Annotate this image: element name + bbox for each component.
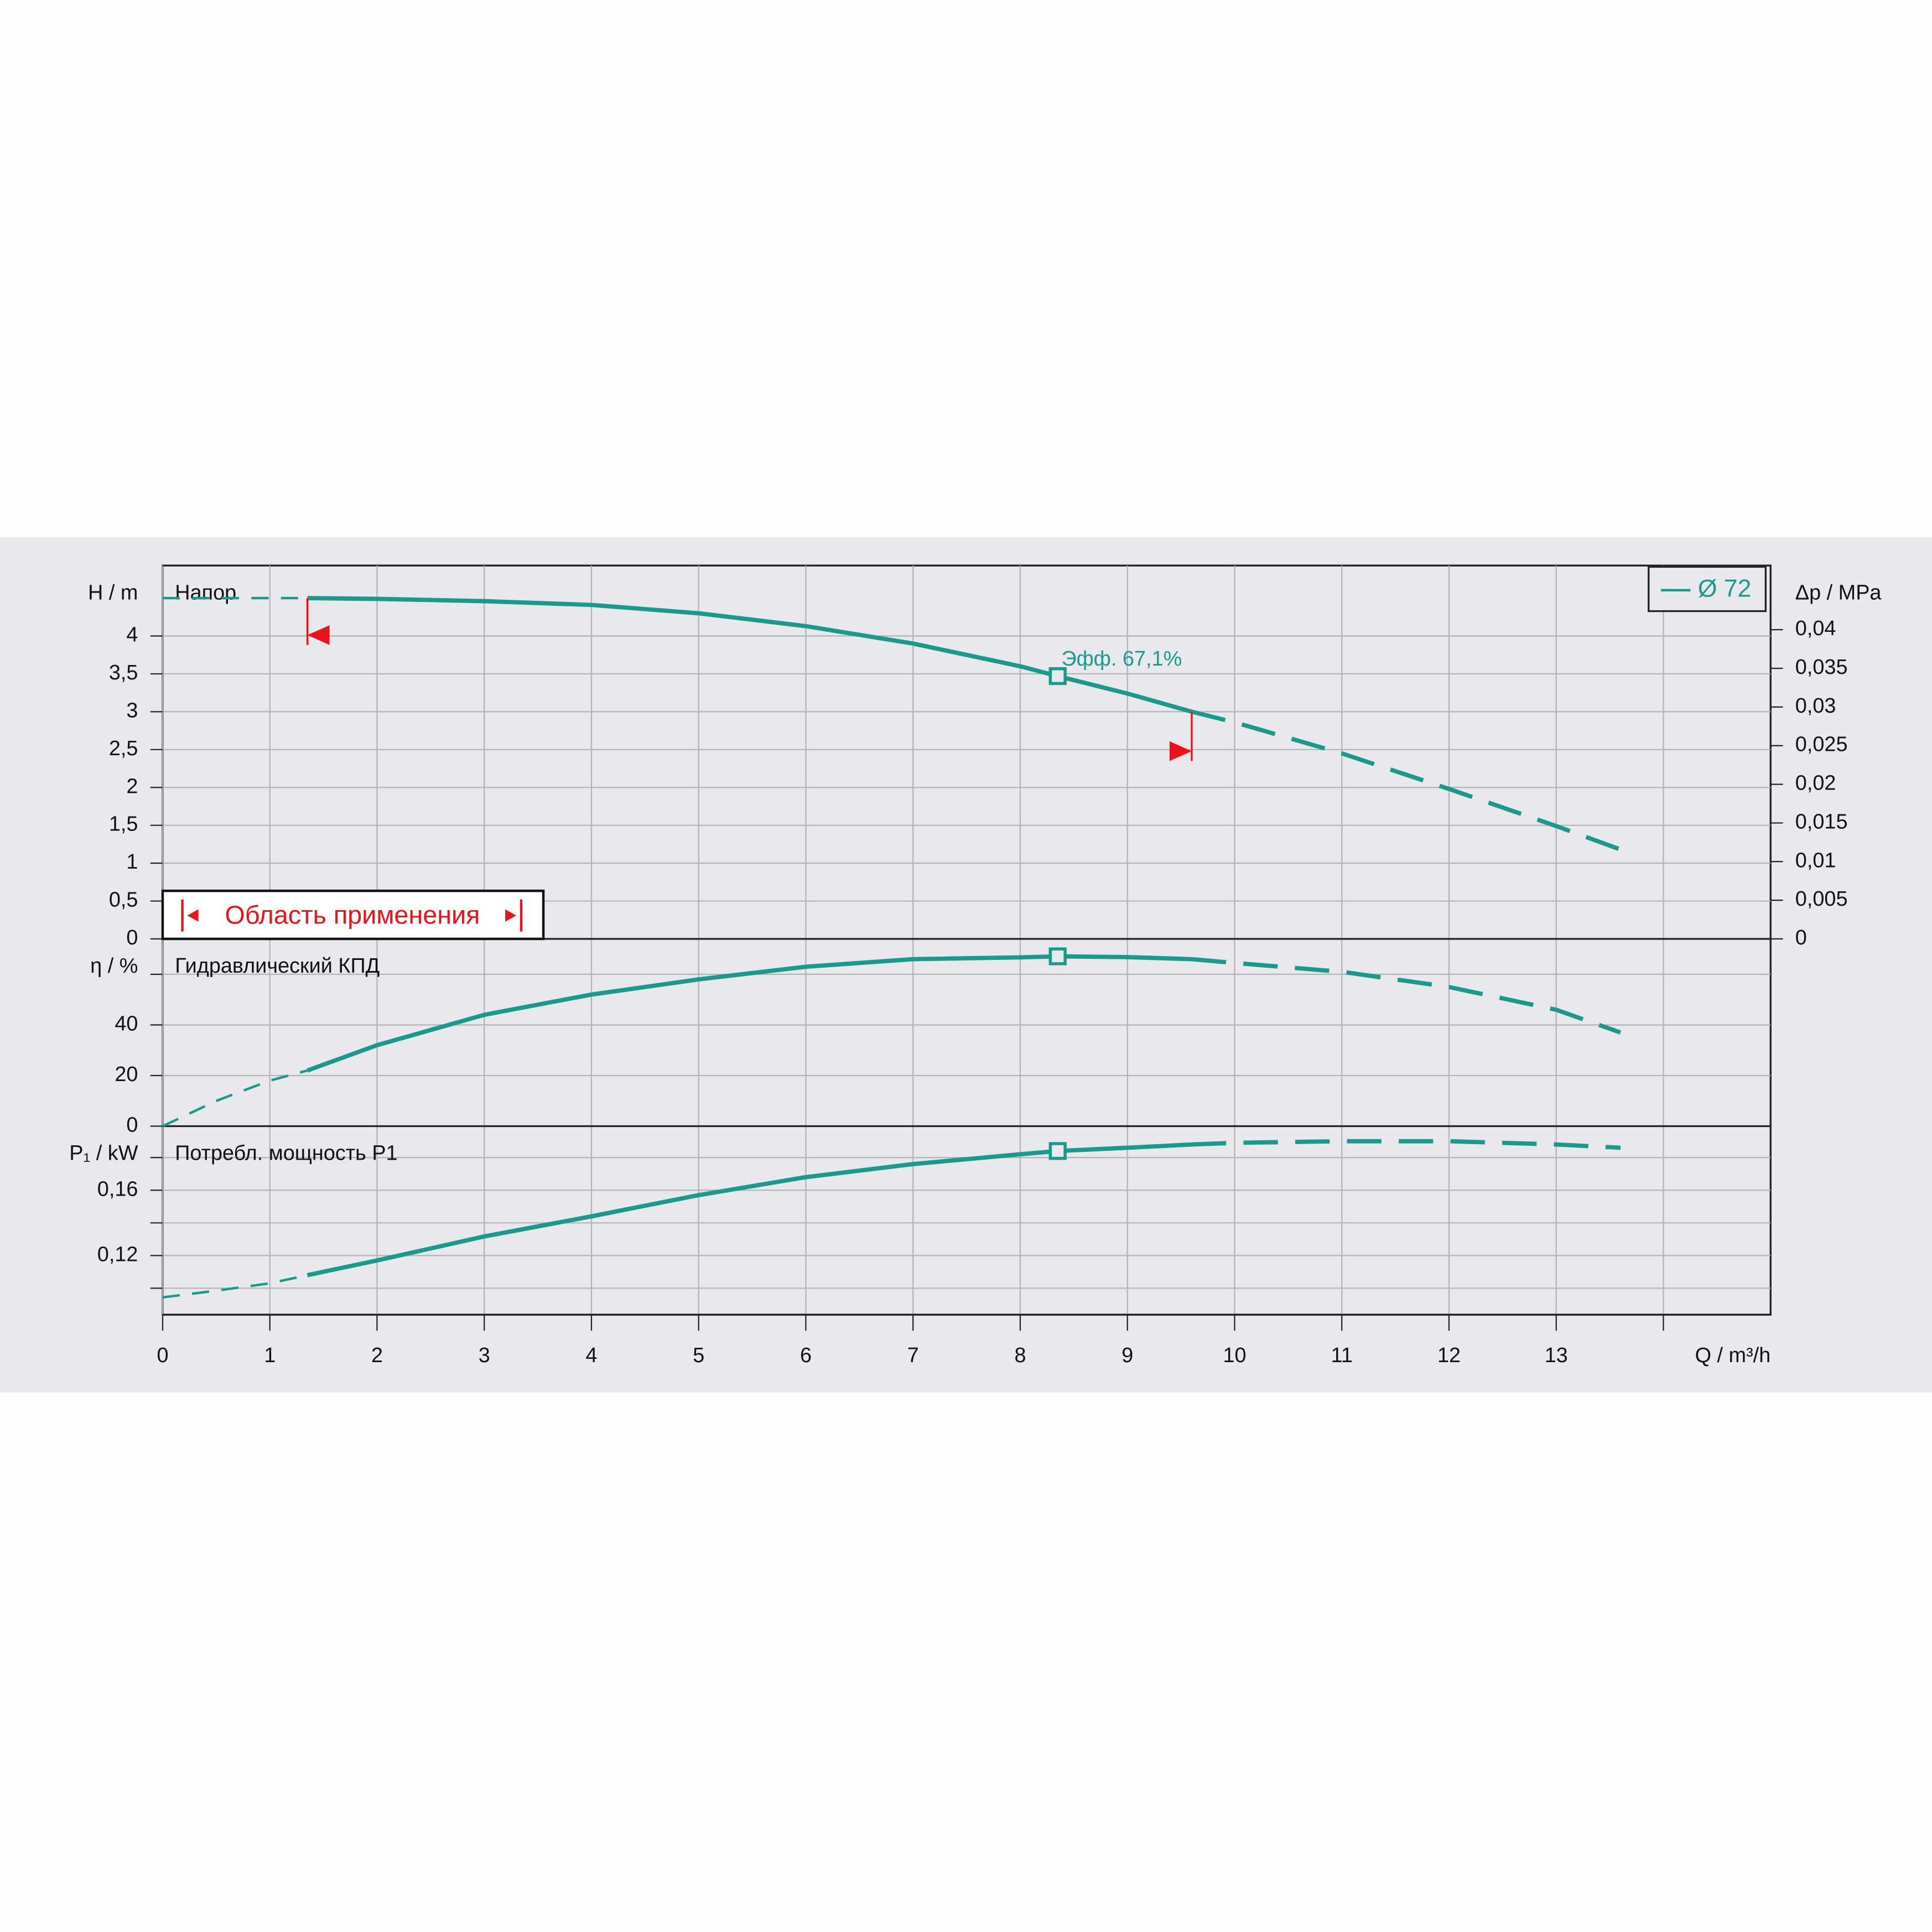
y-tick-label: 0: [126, 1114, 138, 1137]
range-arrow: [307, 625, 330, 645]
range-legend-arrow: [187, 909, 199, 922]
curve: [307, 596, 1193, 714]
x-tick-label: 4: [585, 1344, 597, 1367]
operating-point: [1048, 1142, 1067, 1160]
x-tick-label: 11: [1331, 1344, 1353, 1367]
y-axis-label: η / %: [90, 954, 138, 978]
y-tick-label: 0,16: [97, 1177, 138, 1201]
annotation: Эфф. 67,1%: [1061, 647, 1182, 671]
y-axis-label: H / m: [88, 581, 138, 604]
x-tick-label: 3: [479, 1344, 490, 1367]
y2-tick-label: 0,015: [1795, 810, 1848, 833]
x-tick-label: 6: [800, 1344, 812, 1367]
x-tick-label: 0: [157, 1344, 168, 1367]
y-tick-label: 0,5: [109, 889, 138, 912]
y2-tick-label: 0,035: [1795, 656, 1848, 679]
y2-axis-label: Δp / MPa: [1795, 581, 1882, 604]
x-tick-label: 7: [907, 1344, 919, 1367]
y-tick-label: 4: [126, 624, 138, 647]
y-tick-label: 3,5: [109, 661, 138, 684]
curve: [162, 1274, 308, 1299]
curve: [1191, 957, 1622, 1035]
range-legend: Область применения: [161, 889, 545, 941]
panel-title: Напор: [175, 581, 236, 604]
range-legend-box: [161, 889, 545, 941]
x-tick-label: 2: [371, 1344, 383, 1367]
y2-tick-label: 0,02: [1795, 772, 1836, 795]
y2-tick-label: 0,005: [1795, 887, 1848, 911]
operating-point: [1048, 947, 1067, 965]
curve: [1191, 709, 1622, 852]
y-axis-label: P₁ / kW: [69, 1142, 138, 1165]
curve: [307, 1142, 1192, 1277]
range-legend-arrow: [505, 909, 517, 922]
y2-tick-label: 0,03: [1795, 694, 1836, 718]
curve: [1191, 1139, 1621, 1150]
x-tick-label: 1: [264, 1344, 276, 1367]
y-tick-label: 3: [126, 699, 138, 722]
curve: [307, 954, 1192, 1073]
range-legend-label: Область применения: [225, 900, 480, 929]
y-tick-label: 0: [126, 926, 138, 949]
x-tick-label: 5: [693, 1344, 704, 1367]
x-tick-label: 8: [1014, 1344, 1026, 1367]
panel-title: Гидравлический КПД: [175, 954, 380, 978]
y-tick-label: 2: [126, 775, 138, 798]
x-tick-label: 9: [1121, 1344, 1133, 1367]
x-tick-label: 10: [1223, 1344, 1246, 1367]
x-tick-label: 12: [1437, 1344, 1461, 1367]
y-tick-label: 2,5: [109, 737, 138, 760]
y-tick-label: 0,12: [97, 1243, 138, 1266]
operating-point: [1048, 667, 1067, 685]
y2-tick-label: 0: [1795, 926, 1807, 949]
curve: [162, 1069, 308, 1128]
y-tick-label: 40: [115, 1012, 138, 1036]
x-axis-label: Q / m³/h: [1695, 1344, 1771, 1367]
range-arrow: [1169, 741, 1192, 761]
x-tick-label: 13: [1545, 1344, 1568, 1367]
y-tick-label: 1,5: [109, 813, 138, 836]
y2-tick-label: 0,04: [1795, 617, 1836, 640]
y-tick-label: 20: [115, 1063, 138, 1086]
y2-tick-label: 0,01: [1795, 849, 1836, 872]
y2-tick-label: 0,025: [1795, 733, 1848, 756]
legend-label: Ø 72: [1698, 575, 1752, 603]
y-tick-label: 1: [126, 850, 138, 874]
panel-title: Потребл. мощность P1: [175, 1142, 397, 1165]
